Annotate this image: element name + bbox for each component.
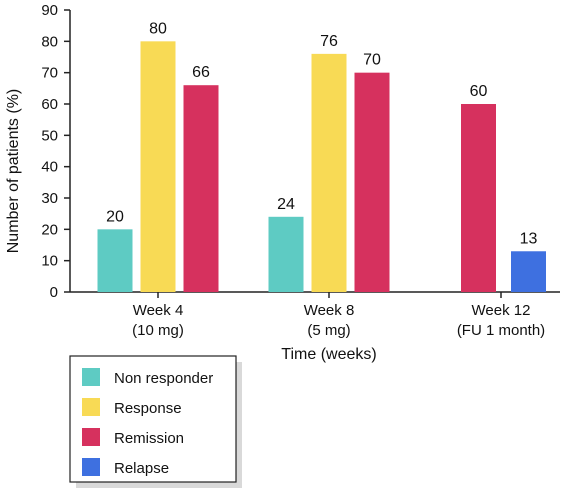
- legend-swatch: [82, 458, 100, 476]
- x-tick-label: Week 12 (FU 1 month): [457, 302, 545, 339]
- y-tick-label: 80: [41, 33, 58, 50]
- bar-non-responder: [268, 216, 304, 292]
- y-tick-label: 60: [41, 96, 58, 113]
- legend-label: Response: [114, 400, 182, 417]
- bar-value-label: 13: [520, 230, 538, 247]
- legend-label: Relapse: [114, 460, 169, 477]
- bar-value-label: 76: [320, 33, 338, 50]
- bar-value-label: 60: [470, 83, 488, 100]
- legend-swatch: [82, 368, 100, 386]
- x-axis: Week 4 (10 mg) Week 8 (5 mg) Week 12 (FU 1 mo…: [70, 291, 560, 339]
- y-tick-label: 30: [41, 190, 58, 207]
- bar-non-responder: [97, 229, 133, 292]
- x-tick-label: Week 8 (5 mg): [304, 302, 355, 339]
- bar-response: [311, 53, 347, 292]
- y-tick-label: 10: [41, 253, 58, 270]
- y-tick-label: 90: [41, 2, 58, 19]
- bar-relapse: [511, 251, 546, 292]
- legend-swatch: [82, 398, 100, 416]
- legend-label: Non responder: [114, 370, 213, 387]
- bar-value-label: 70: [363, 52, 381, 69]
- legend-swatch: [82, 428, 100, 446]
- bar-value-label: 20: [106, 208, 124, 225]
- bar-value-label: 66: [192, 64, 210, 81]
- x-tick-label: Week 4 (10 mg): [132, 302, 184, 339]
- value-labels: 20 80 66 24 76 70 60 13: [106, 20, 537, 247]
- y-axis: 0 10 20 30 40 50 60 70 80 90: [41, 2, 71, 301]
- y-tick-label: 70: [41, 65, 58, 82]
- y-axis-title: Number of patients (%): [5, 89, 22, 254]
- y-tick-label: 20: [41, 221, 58, 238]
- bars: [97, 41, 546, 293]
- y-tick-label: 50: [41, 127, 58, 144]
- legend: Non responder Response Remission Relapse: [69, 355, 242, 488]
- bar-remission: [354, 72, 390, 293]
- y-tick-label: 40: [41, 159, 58, 176]
- bar-response: [140, 41, 176, 293]
- bar-remission: [183, 85, 219, 292]
- y-tick-label: 0: [50, 284, 58, 301]
- bar-value-label: 24: [277, 196, 295, 213]
- legend-label: Remission: [114, 430, 184, 447]
- bar-value-label: 80: [149, 20, 167, 37]
- x-axis-title: Time (weeks): [281, 346, 376, 363]
- bar-remission: [461, 104, 496, 292]
